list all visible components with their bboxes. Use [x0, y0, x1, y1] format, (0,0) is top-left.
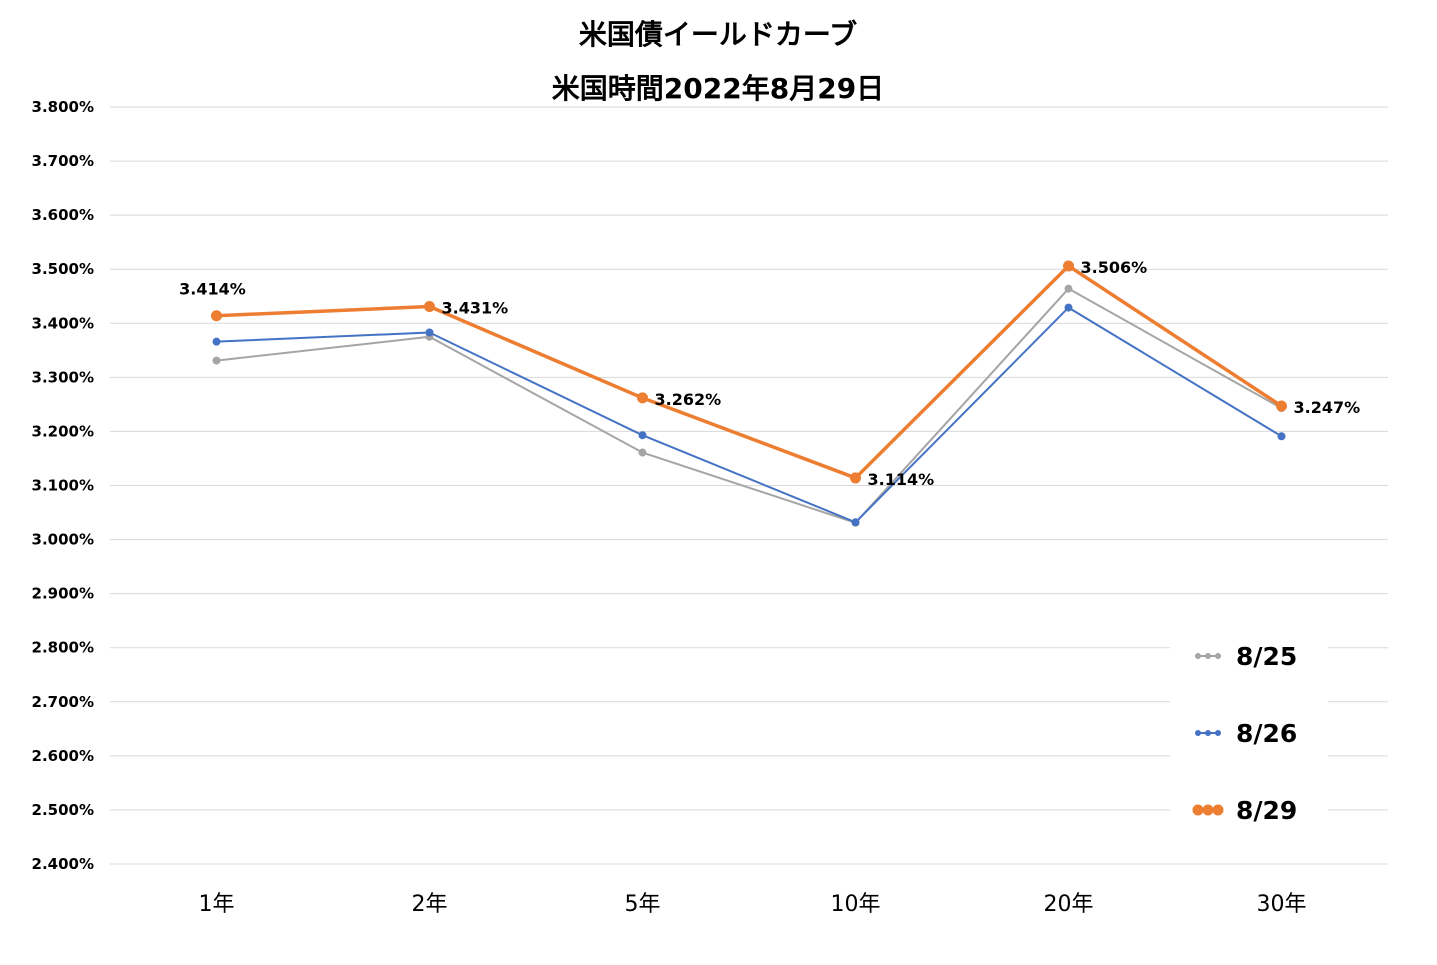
data-point	[637, 392, 648, 404]
y-tick-label: 2.900%	[32, 585, 94, 603]
data-point	[425, 328, 434, 337]
legend: 8/25 8/26 8/29	[1170, 628, 1328, 840]
x-tick-label: 30年	[1257, 892, 1307, 917]
data-labels: 3.414% 3.431% 3.262% 3.114% 3.506% 3.247%	[179, 258, 1360, 489]
x-tick-label: 5年	[625, 892, 661, 917]
legend-swatch-marker	[1205, 730, 1211, 736]
y-axis-ticks: 3.800% 3.700% 3.600% 3.500% 3.400% 3.300% 3.20…	[32, 98, 94, 873]
data-point	[1277, 432, 1286, 441]
data-point	[638, 448, 647, 457]
data-point	[851, 518, 860, 527]
series-line	[216, 264, 1283, 480]
data-label: 3.431%	[442, 299, 509, 318]
legend-swatch-marker	[1202, 804, 1214, 816]
series-line	[216, 306, 1283, 524]
data-point	[212, 337, 221, 346]
legend-swatch-marker	[1195, 653, 1201, 659]
data-point	[638, 431, 647, 440]
data-label: 3.262%	[655, 390, 722, 409]
x-tick-label: 1年	[199, 892, 235, 917]
y-tick-label: 2.700%	[32, 693, 94, 711]
data-label: 3.114%	[868, 470, 935, 489]
data-label: 3.247%	[1294, 398, 1361, 417]
x-tick-label: 2年	[412, 892, 448, 917]
series-lines	[211, 260, 1287, 527]
data-label: 3.414%	[179, 280, 246, 299]
y-tick-label: 2.400%	[32, 855, 94, 873]
y-tick-label: 3.500%	[32, 260, 94, 278]
data-point	[1064, 303, 1073, 312]
legend-swatch-marker	[1215, 730, 1221, 736]
data-point	[1063, 260, 1074, 272]
legend-swatch-marker	[1215, 653, 1221, 659]
y-tick-label: 3.200%	[32, 422, 94, 440]
x-tick-label: 10年	[831, 892, 881, 917]
data-point	[424, 301, 435, 313]
y-tick-label: 2.800%	[32, 639, 94, 657]
y-tick-label: 3.100%	[32, 477, 94, 495]
data-point	[212, 356, 221, 365]
legend-swatch-marker	[1192, 804, 1204, 816]
x-axis-ticks: 1年 2年 5年 10年 20年 30年	[199, 892, 1307, 917]
data-point	[1276, 400, 1287, 412]
y-tick-label: 3.600%	[32, 206, 94, 224]
y-tick-label: 2.600%	[32, 747, 94, 765]
data-point	[850, 472, 861, 484]
data-point	[1064, 284, 1073, 293]
legend-label: 8/25	[1236, 642, 1297, 671]
y-tick-label: 3.300%	[32, 368, 94, 386]
data-point	[211, 310, 222, 322]
legend-label: 8/29	[1236, 796, 1297, 825]
data-label: 3.506%	[1081, 258, 1148, 277]
legend-swatch-marker	[1205, 653, 1211, 659]
y-tick-label: 3.700%	[32, 152, 94, 170]
y-tick-label: 2.500%	[32, 801, 94, 819]
legend-label: 8/26	[1236, 719, 1297, 748]
y-tick-label: 3.000%	[32, 531, 94, 549]
chart-subtitle: 米国時間2022年8月29日	[552, 72, 884, 105]
y-tick-label: 3.800%	[32, 98, 94, 116]
chart-title: 米国債イールドカーブ	[579, 18, 857, 51]
legend-swatch-marker	[1212, 804, 1224, 816]
y-tick-label: 3.400%	[32, 314, 94, 332]
x-tick-label: 20年	[1044, 892, 1094, 917]
legend-swatch-marker	[1195, 730, 1201, 736]
series-line	[216, 287, 1282, 524]
